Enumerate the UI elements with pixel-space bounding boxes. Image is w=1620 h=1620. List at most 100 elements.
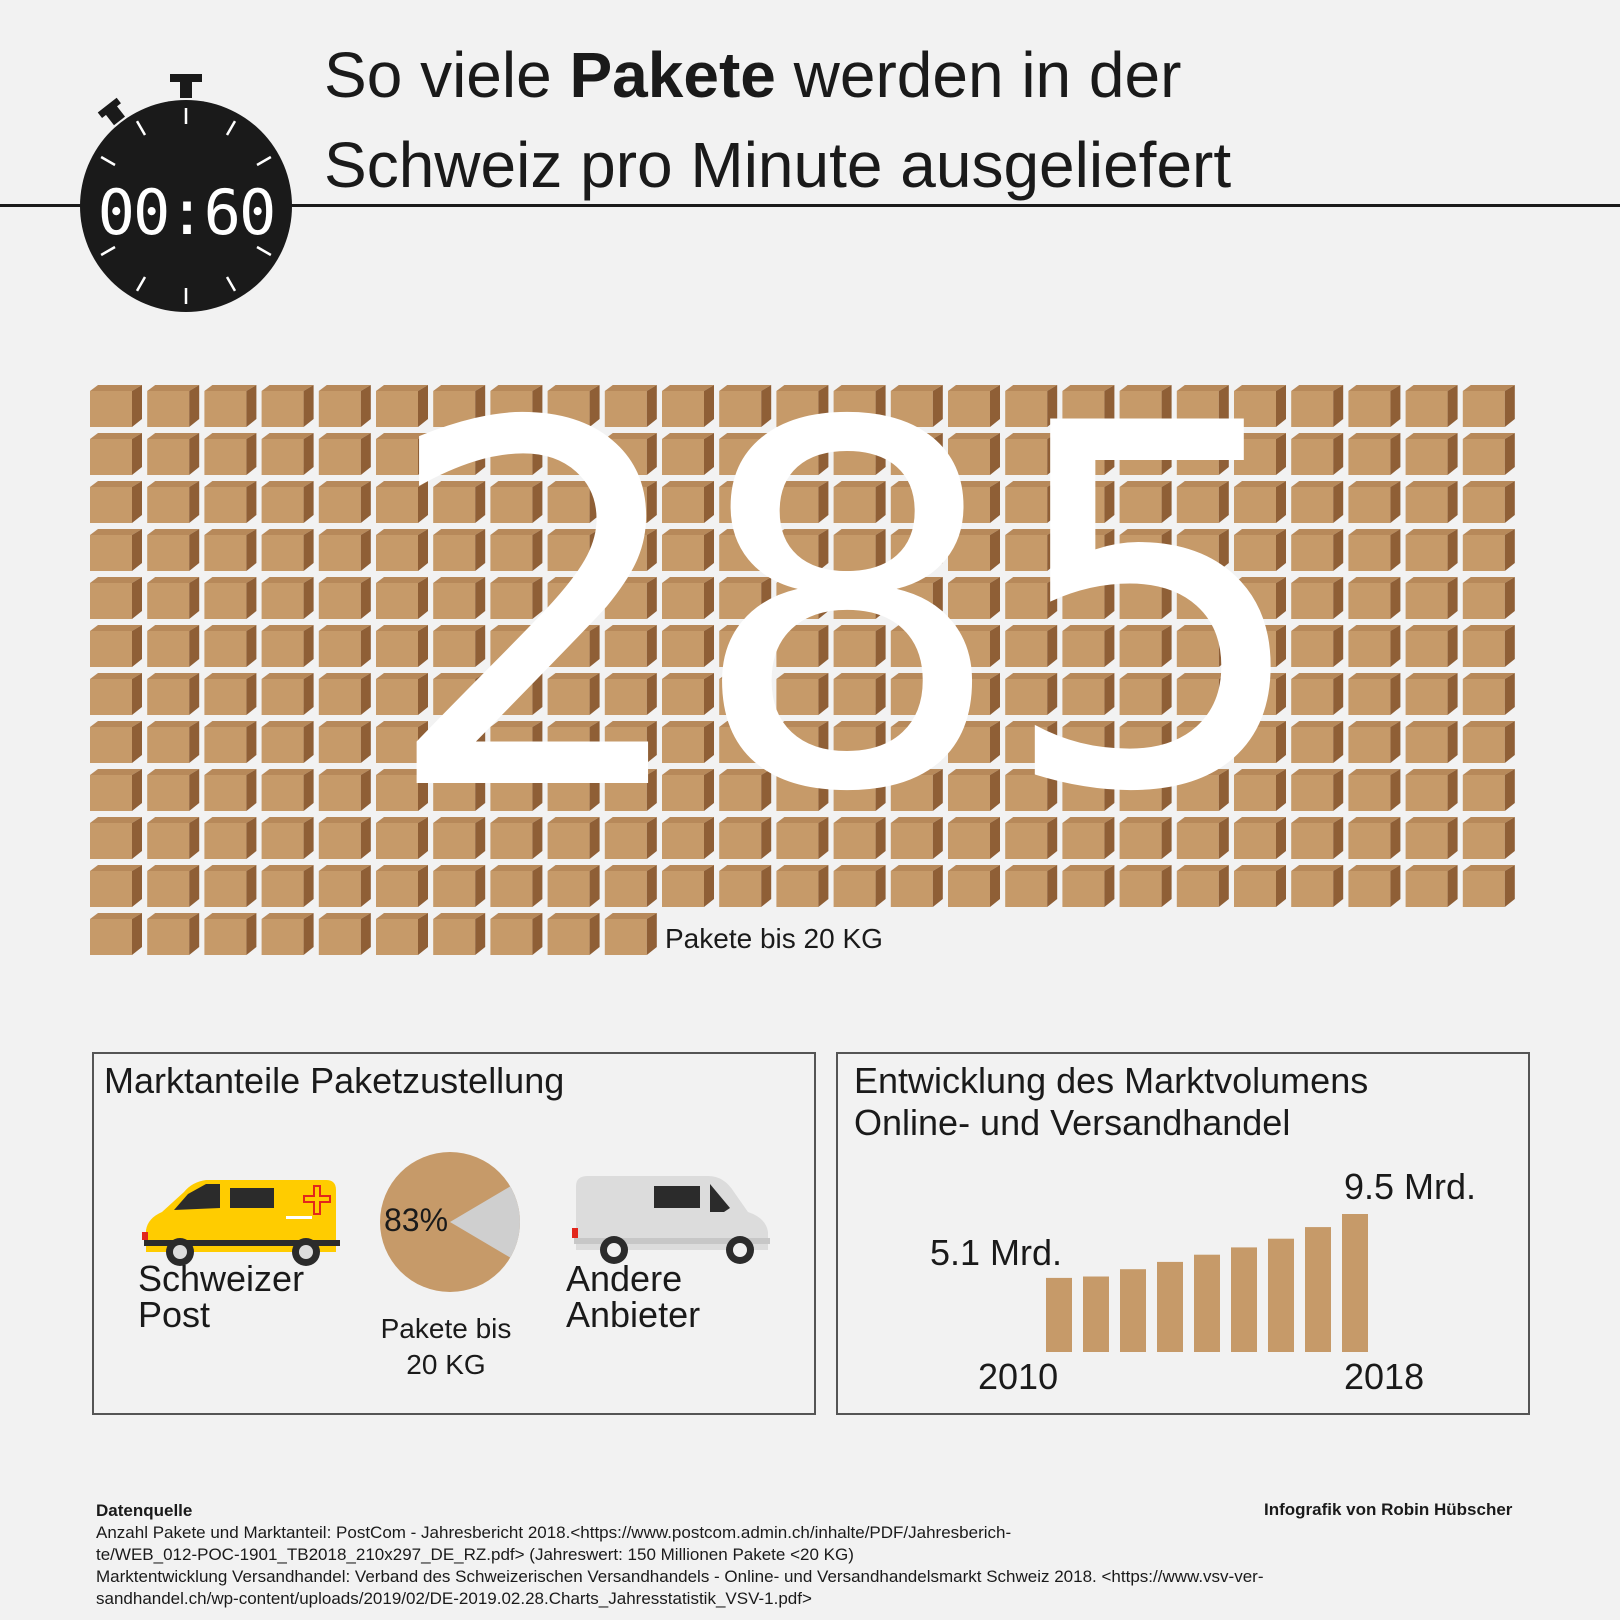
package-box <box>547 625 600 667</box>
package-box <box>604 433 657 475</box>
package-box <box>376 769 428 811</box>
package-box <box>318 481 371 523</box>
package-box <box>604 481 657 523</box>
package-box <box>1405 673 1458 715</box>
package-box <box>261 913 314 955</box>
package-box <box>147 673 200 715</box>
volume-bar <box>1231 1247 1257 1352</box>
package-box <box>1176 625 1229 667</box>
package-box <box>1348 865 1401 907</box>
package-box <box>662 769 714 811</box>
package-box <box>1462 529 1515 571</box>
title-suffix: werden in der <box>775 39 1182 111</box>
package-box <box>261 577 314 619</box>
package-box <box>204 865 257 907</box>
package-caption: Pakete bis 20 KG <box>665 923 883 954</box>
source-line-3: Marktentwicklung Versandhandel: Verband … <box>96 1567 1264 1586</box>
package-box <box>833 865 886 907</box>
package-box <box>90 625 142 667</box>
package-box <box>376 481 428 523</box>
title-prefix: So viele <box>324 39 570 111</box>
watch-tick <box>256 245 272 257</box>
watch-tick <box>135 276 147 292</box>
package-box <box>1005 577 1058 619</box>
package-box <box>376 865 428 907</box>
package-box <box>776 529 829 571</box>
package-box <box>318 769 371 811</box>
package-box <box>1291 625 1344 667</box>
package-box <box>1005 481 1058 523</box>
package-box <box>1405 529 1458 571</box>
package-box <box>547 529 600 571</box>
package-box <box>376 721 428 763</box>
package-box <box>433 865 486 907</box>
package-box <box>1176 721 1229 763</box>
package-box <box>604 625 657 667</box>
package-box <box>1062 721 1115 763</box>
package-box <box>318 433 371 475</box>
package-box <box>147 865 200 907</box>
package-box <box>719 721 772 763</box>
package-box <box>204 769 257 811</box>
package-box <box>662 529 714 571</box>
package-box <box>948 433 1000 475</box>
package-box <box>776 769 829 811</box>
package-box <box>1234 865 1286 907</box>
package-box <box>776 433 829 475</box>
package-box <box>833 721 886 763</box>
package-box <box>318 817 371 859</box>
package-box <box>1405 481 1458 523</box>
package-box <box>204 529 257 571</box>
package-box <box>1005 529 1058 571</box>
package-box <box>719 433 772 475</box>
package-box <box>1462 433 1515 475</box>
package-box <box>261 385 314 427</box>
package-box <box>1462 625 1515 667</box>
package-box <box>204 385 257 427</box>
package-box <box>662 625 714 667</box>
package-box <box>490 769 543 811</box>
package-box <box>890 577 943 619</box>
package-box <box>948 625 1000 667</box>
package-box <box>433 817 486 859</box>
package-box <box>1062 385 1115 427</box>
package-box <box>376 529 428 571</box>
package-box <box>604 721 657 763</box>
start-year-label: 2010 <box>978 1356 1059 1397</box>
package-box <box>1405 817 1458 859</box>
package-box <box>948 577 1000 619</box>
package-box <box>776 817 829 859</box>
post-van-icon <box>142 1180 340 1266</box>
package-box <box>890 433 943 475</box>
package-box <box>261 865 314 907</box>
package-box <box>890 385 943 427</box>
package-box <box>204 817 257 859</box>
package-box <box>662 721 714 763</box>
package-box <box>1119 769 1172 811</box>
volume-bar <box>1083 1276 1109 1352</box>
package-box <box>1348 625 1401 667</box>
package-box <box>1234 385 1286 427</box>
package-box <box>318 673 371 715</box>
package-box <box>776 385 829 427</box>
source-footer: Datenquelle Anzahl Pakete und Marktantei… <box>96 1500 1516 1610</box>
start-value-label: 5.1 Mrd. <box>930 1232 1063 1273</box>
package-box <box>1062 433 1115 475</box>
package-box <box>1176 865 1229 907</box>
package-box <box>719 625 772 667</box>
package-box <box>1176 385 1229 427</box>
package-box <box>376 577 428 619</box>
package-box <box>1291 673 1344 715</box>
package-box <box>1234 481 1286 523</box>
package-box <box>490 817 543 859</box>
package-box <box>604 529 657 571</box>
package-box <box>1119 433 1172 475</box>
package-box <box>1405 769 1458 811</box>
package-box <box>261 721 314 763</box>
package-box <box>604 865 657 907</box>
package-box <box>1405 721 1458 763</box>
package-box <box>433 385 486 427</box>
package-box <box>90 865 142 907</box>
package-box <box>1176 433 1229 475</box>
package-box <box>433 769 486 811</box>
